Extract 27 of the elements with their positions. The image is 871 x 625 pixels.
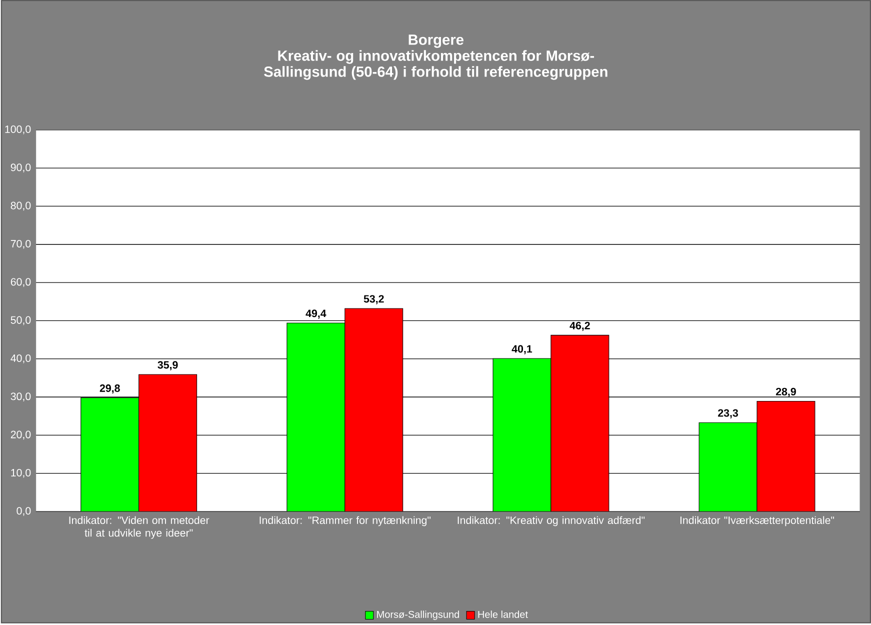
y-tick-label: 50,0 <box>10 316 31 325</box>
data-label: 23,3 <box>718 409 738 418</box>
y-tick-label: 0,0 <box>16 507 31 516</box>
data-label: 28,9 <box>776 388 796 397</box>
chart-title: Borgere <box>408 34 464 48</box>
y-tick-label: 20,0 <box>10 430 31 440</box>
legend-label: Morsø-Sallingsund <box>377 610 459 620</box>
data-label: 46,2 <box>570 322 590 331</box>
data-label: 29,8 <box>100 384 120 394</box>
y-tick-label: 30,0 <box>10 392 31 402</box>
data-label: 35,9 <box>158 361 178 370</box>
legend-label: Hele landet <box>478 610 528 618</box>
x-tick-label: Indikator: "Rammer for nytænkning" <box>260 516 431 526</box>
y-tick-label: 100,0 <box>5 125 31 134</box>
data-label: 49,4 <box>306 310 326 319</box>
x-tick-label: Indikator "Iværksætterpotentiale" <box>680 516 834 526</box>
data-label: 53,2 <box>364 295 384 304</box>
data-label: 40,1 <box>512 345 532 354</box>
y-tick-label: 70,0 <box>10 240 31 249</box>
x-tick-label: Indikator: "Viden om metoder til at udvikle nye ideer" <box>69 516 210 539</box>
y-tick-label: 90,0 <box>10 164 31 172</box>
y-tick-label: 40,0 <box>10 354 31 364</box>
x-tick-label: Indikator: "Kreativ og innovativ adfærd" <box>458 516 645 526</box>
y-tick-label: 60,0 <box>10 278 31 287</box>
chart-subtitle: Kreativ- og innovativkompetencen for Morsø-Sallingsund (50-64) i forhold til referencegruppen <box>264 50 608 80</box>
y-tick-label: 10,0 <box>11 468 31 478</box>
y-tick-label: 80,0 <box>10 202 31 211</box>
